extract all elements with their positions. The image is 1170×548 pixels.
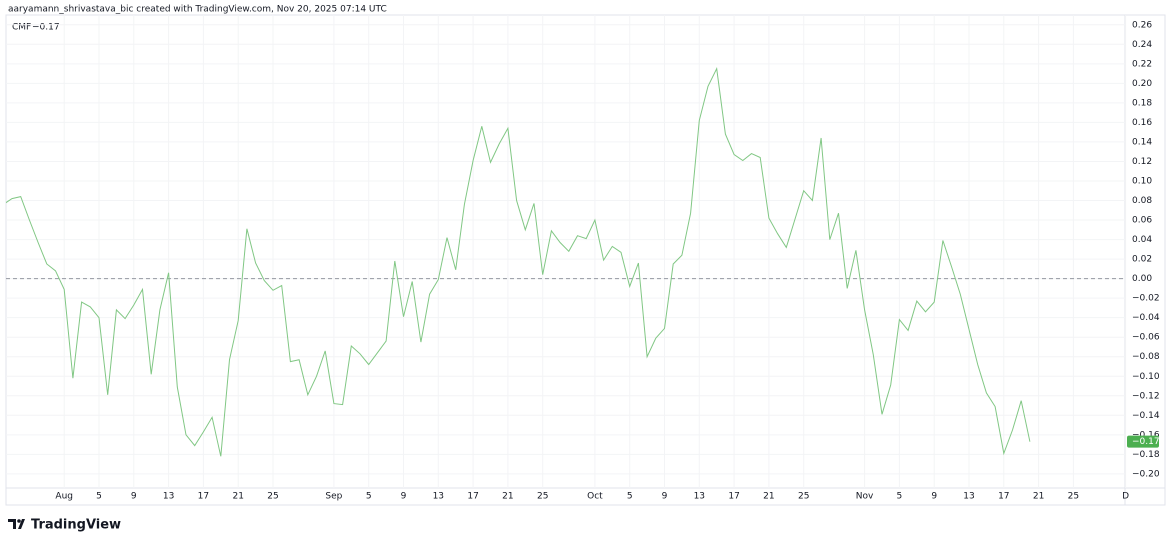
y-tick-label: 0.22 — [1132, 59, 1152, 69]
x-tick-label: 9 — [401, 492, 407, 502]
x-tick-label: 17 — [467, 492, 478, 502]
y-tick-label: −0.14 — [1132, 411, 1160, 421]
y-tick-label: −0.04 — [1132, 313, 1160, 323]
last-value-label: −0.17 — [1132, 437, 1160, 447]
y-tick-label: 0.02 — [1132, 255, 1152, 265]
y-tick-label: 0.08 — [1132, 196, 1152, 206]
x-tick-label: 5 — [96, 492, 102, 502]
x-tick-label: 13 — [963, 492, 974, 502]
y-tick-label: 0.10 — [1132, 176, 1152, 186]
x-tick-label: 13 — [163, 492, 174, 502]
x-tick-label: 21 — [232, 492, 243, 502]
x-tick-label: 21 — [763, 492, 774, 502]
chart-frame — [5, 14, 1166, 506]
y-tick-label: −0.20 — [1132, 469, 1160, 479]
y-tick-label: −0.06 — [1132, 333, 1160, 343]
y-tick-label: −0.16 — [1132, 430, 1160, 440]
brand-name: TradingView — [31, 518, 121, 533]
x-tick-label: 5 — [366, 492, 372, 502]
legend-name: CMF — [12, 23, 31, 33]
y-tick-label: −0.02 — [1132, 294, 1160, 304]
y-tick-label: 0.18 — [1132, 98, 1152, 108]
x-tick-label: 21 — [1033, 492, 1044, 502]
y-tick-label: 0.14 — [1132, 137, 1152, 147]
x-tick-label: 5 — [627, 492, 633, 502]
x-tick-label: 17 — [728, 492, 739, 502]
y-tick-label: 0.04 — [1132, 235, 1152, 245]
x-tick-label: 9 — [931, 492, 937, 502]
y-tick-label: 0.06 — [1132, 216, 1152, 226]
y-tick-label: −0.12 — [1132, 391, 1160, 401]
legend-value: −0.17 — [32, 23, 60, 33]
y-tick-label: −0.10 — [1132, 372, 1160, 382]
x-tick-label: 5 — [897, 492, 903, 502]
x-tick-label: 13 — [694, 492, 705, 502]
y-tick-label: 0.20 — [1132, 79, 1152, 89]
x-tick-label: Oct — [587, 492, 603, 502]
last-value-badge — [1127, 435, 1159, 448]
x-tick-label: 13 — [433, 492, 444, 502]
x-tick-label: Sep — [325, 492, 342, 502]
x-tick-label: 17 — [198, 492, 209, 502]
y-tick-label: 0.24 — [1132, 40, 1152, 50]
y-tick-label: 0.00 — [1132, 274, 1152, 284]
brand-logo — [8, 519, 25, 529]
y-tick-label: 0.16 — [1132, 118, 1152, 128]
x-tick-label: D — [1122, 492, 1129, 502]
x-tick-label: 25 — [267, 492, 278, 502]
x-tick-label: 17 — [998, 492, 1009, 502]
y-tick-label: −0.08 — [1132, 352, 1160, 362]
y-tick-label: 0.12 — [1132, 157, 1152, 167]
x-tick-label: 21 — [502, 492, 513, 502]
x-tick-label: Nov — [856, 492, 874, 502]
x-tick-label: 25 — [798, 492, 809, 502]
header: aaryamann_shrivastava_bic created with T… — [8, 5, 387, 15]
x-tick-label: 25 — [537, 492, 548, 502]
x-tick-label: 9 — [131, 492, 137, 502]
x-tick-label: Aug — [55, 492, 73, 502]
y-tick-label: 0.26 — [1132, 20, 1152, 30]
x-tick-label: 9 — [662, 492, 668, 502]
x-tick-label: 25 — [1068, 492, 1079, 502]
cmf-line — [6, 67, 1031, 457]
y-tick-label: −0.18 — [1132, 450, 1160, 460]
